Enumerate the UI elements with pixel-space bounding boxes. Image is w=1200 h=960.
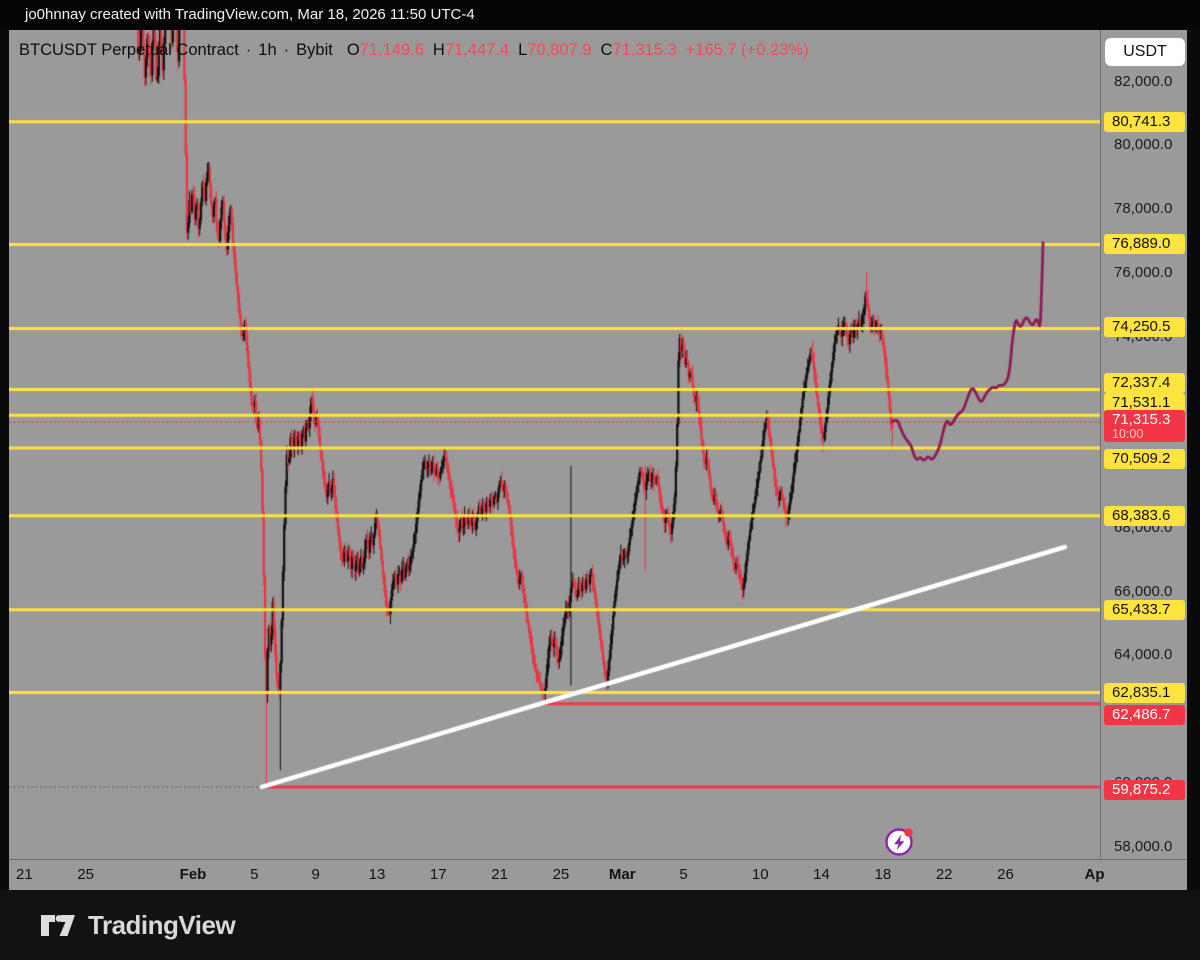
price-tick-label: 64,000.0 (1114, 646, 1173, 664)
legend-separator: · (245, 41, 252, 59)
yellow-level-price-label: 68,383.6 (1104, 505, 1185, 526)
price-tick-label: 82,000.0 (1114, 72, 1173, 90)
time-tick-label: 26 (997, 866, 1014, 883)
event-badge-dot (904, 828, 913, 837)
time-axis[interactable]: 21 25 Feb 5 9 13 17 21 25 Mar 5 10 14 18 22 26 Apr (9, 859, 1187, 890)
tradingview-wordmark: TradingView (88, 909, 236, 940)
yellow-level-price-label: 62,835.1 (1104, 682, 1185, 703)
chart-frame: BTCUSDT Perpetual Contract · 1h · Bybit … (9, 30, 1187, 890)
symbol-title[interactable]: BTCUSDT Perpetual Contract (19, 41, 239, 59)
change-value: +165.7 (+0.23%) (685, 41, 809, 59)
footer-bar: TradingView (0, 890, 1200, 960)
current-price-label: 71,315.3 10:00 (1104, 410, 1185, 443)
open-value: O71,149.6 (346, 41, 424, 59)
time-tick-label: 22 (935, 866, 953, 883)
ohlc-values: O71,149.6 H71,447.4 L70,807.9 C71,315.3 (347, 41, 677, 60)
attribution-text: jo0hnnay created with TradingView.com, M… (25, 6, 475, 23)
close-value: C71,315.3 (600, 41, 677, 59)
time-tick-label: 17 (429, 866, 447, 883)
yellow-level-price-label: 80,741.3 (1104, 111, 1185, 132)
tradingview-logo[interactable]: TradingView (40, 909, 236, 941)
red-level-price-label: 62,486.7 (1104, 704, 1185, 725)
attribution-bar: jo0hnnay created with TradingView.com, M… (0, 0, 1200, 30)
time-tick-label: 5 (250, 866, 259, 883)
lightning-bolt-icon (894, 834, 905, 851)
high-value: H71,447.4 (432, 41, 510, 59)
time-tick-label: 5 (679, 866, 688, 883)
yellow-level-price-label: 65,433.7 (1104, 599, 1185, 620)
time-tick-label: Apr (1084, 866, 1105, 883)
current-price-value: 71,315.3 (1112, 411, 1171, 429)
yellow-level-price-label: 72,337.4 (1104, 372, 1185, 393)
yellow-level-price-label: 71,531.1 (1104, 393, 1185, 414)
interval-label[interactable]: 1h (258, 41, 277, 59)
chart-legend[interactable]: BTCUSDT Perpetual Contract · 1h · Bybit … (19, 41, 809, 60)
price-tick-label: 78,000.0 (1114, 200, 1173, 218)
low-value: L70,807.9 (518, 41, 592, 59)
price-axis[interactable]: USDT 82,000.0 80,000.0 78,000.0 76,000.0 74,… (1100, 30, 1187, 859)
exchange-label: Bybit (296, 41, 333, 59)
time-axis-labels: 21 25 Feb 5 9 13 17 21 25 Mar 5 10 14 18 22 26 Apr (9, 860, 1105, 891)
currency-toggle-button[interactable]: USDT (1105, 38, 1185, 66)
chart-plot-area[interactable]: BTCUSDT Perpetual Contract · 1h · Bybit … (9, 30, 1100, 859)
time-tick-label: Mar (608, 866, 636, 883)
yellow-level-price-label: 70,509.2 (1104, 448, 1185, 469)
price-tick-label: 80,000.0 (1114, 136, 1173, 154)
legend-separator: · (283, 41, 290, 59)
tradingview-logo-mark (41, 915, 75, 936)
time-tick-label: 13 (368, 866, 386, 883)
time-tick-label: 25 (77, 866, 95, 883)
price-tick-label: 76,000.0 (1114, 263, 1173, 281)
time-tick-label: 21 (16, 866, 33, 883)
candlestick-canvas[interactable] (9, 30, 1100, 859)
price-tick-label: 58,000.0 (1114, 837, 1173, 855)
time-tick-label: 25 (552, 866, 570, 883)
yellow-level-price-label: 74,250.5 (1104, 316, 1185, 337)
time-tick-label: 18 (874, 866, 892, 883)
yellow-level-price-label: 76,889.0 (1104, 234, 1185, 255)
time-tick-label: Feb (179, 866, 207, 883)
lightning-event-marker[interactable] (882, 823, 918, 859)
time-tick-label: 21 (491, 866, 508, 883)
bar-countdown: 10:00 (1112, 427, 1144, 442)
red-level-price-label: 59,875.2 (1104, 779, 1185, 800)
price-tick-label: 66,000.0 (1114, 582, 1173, 600)
time-tick-label: 9 (311, 866, 320, 883)
time-tick-label: 14 (813, 866, 830, 883)
time-tick-label: 10 (751, 866, 769, 883)
